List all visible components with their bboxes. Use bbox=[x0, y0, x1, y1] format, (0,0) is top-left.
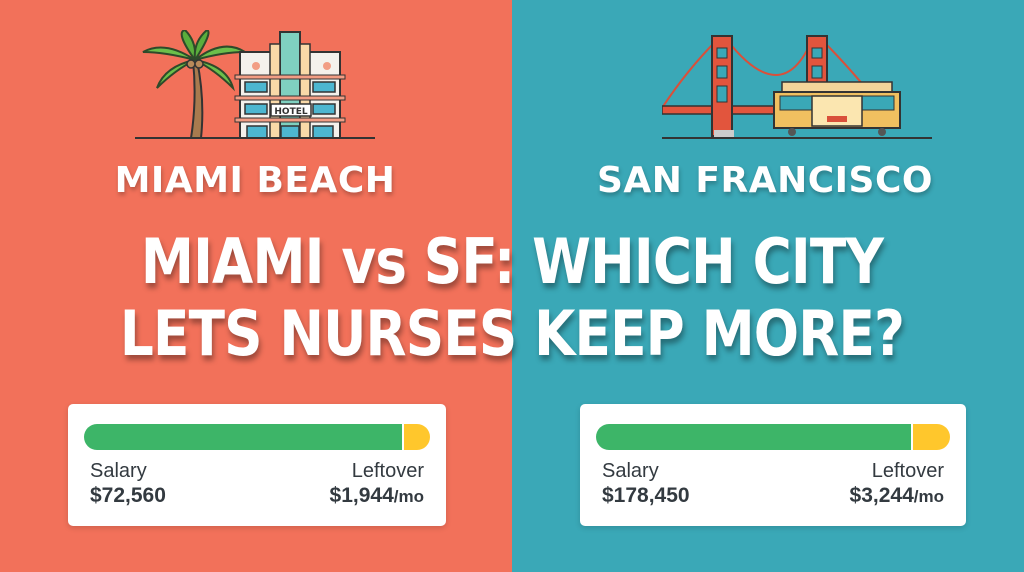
city-label-miami-beach: MIAMI BEACH bbox=[114, 160, 396, 201]
art-deco-hotel-icon: HOTEL bbox=[135, 31, 375, 139]
leftover-bar-segment bbox=[911, 424, 950, 450]
svg-text:HOTEL: HOTEL bbox=[274, 107, 307, 117]
salary-bar-segment bbox=[84, 424, 403, 450]
salary-card-san-francisco: Salary $178,450 Leftover $3,244/mo bbox=[580, 404, 966, 526]
salary-value: $178,450 bbox=[602, 484, 690, 507]
palm-tree-icon bbox=[142, 30, 249, 139]
leftover-value: $3,244/mo bbox=[849, 484, 944, 507]
san-francisco-illustration bbox=[662, 35, 932, 139]
leftover-label: Leftover bbox=[351, 460, 424, 482]
salary-leftover-bar bbox=[84, 424, 430, 450]
salary-leftover-bar bbox=[596, 424, 950, 450]
leftover-bar-segment bbox=[402, 424, 430, 450]
salary-label: Salary bbox=[602, 460, 659, 482]
headline-line-2: LETS NURSES KEEP MORE? bbox=[119, 297, 905, 370]
headline: MIAMI vs SF: WHICH CITY LETS NURSES KEEP… bbox=[72, 226, 953, 370]
salary-label: Salary bbox=[90, 460, 147, 482]
leftover-label: Leftover bbox=[871, 460, 944, 482]
miami-beach-illustration: HOTEL bbox=[135, 30, 375, 139]
salary-bar-segment bbox=[596, 424, 912, 450]
salary-value: $72,560 bbox=[90, 484, 166, 507]
salary-card-miami: Salary $72,560 Leftover $1,944/mo bbox=[68, 404, 446, 526]
cable-car-icon bbox=[662, 81, 932, 139]
leftover-value: $1,944/mo bbox=[329, 484, 424, 507]
city-label-san-francisco: SAN FRANCISCO bbox=[596, 160, 934, 201]
headline-line-1: MIAMI vs SF: WHICH CITY bbox=[140, 225, 884, 298]
